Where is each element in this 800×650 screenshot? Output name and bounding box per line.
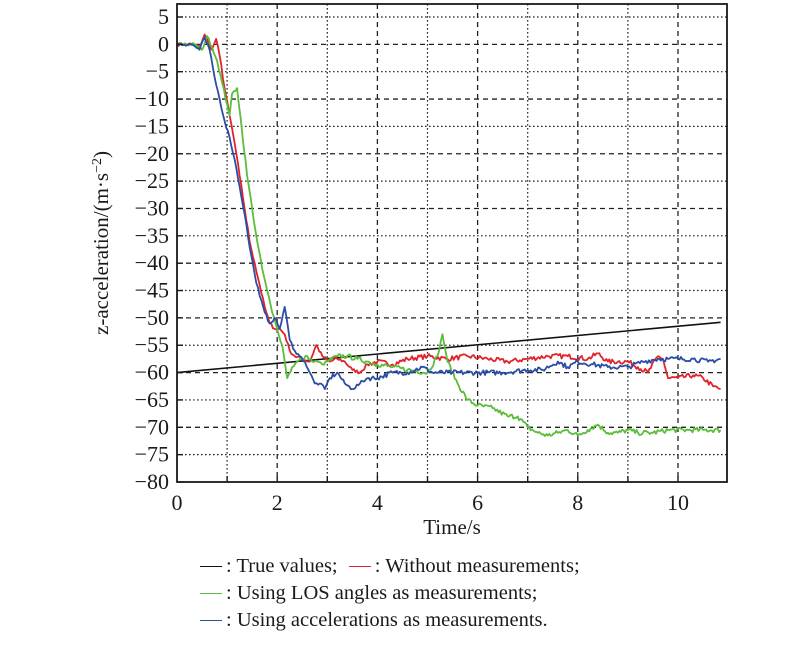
x-tick-label: 2 [272,490,283,515]
legend-label-without-measurements: : Without measurements; [374,555,580,577]
y-tick-label: −5 [146,59,169,84]
legend-item-los-angles: : Using LOS angles as measurements; [200,580,537,607]
y-tick-label: 0 [158,31,169,56]
y-tick-label: −30 [135,195,169,220]
y-tick-label: −25 [135,168,169,193]
legend-label-true-values: : True values; [226,555,338,577]
legend-item-accelerations: : Using accelerations as measurements. [200,607,548,634]
y-tick-label: 5 [158,4,169,29]
grid [177,4,727,482]
y-tick-label: −70 [135,414,169,439]
y-axis-label-close: ) [89,151,113,158]
x-tick-label: 6 [472,490,483,515]
x-tick-label: 10 [667,490,689,515]
series-line-using-los-angles-as-measurements [176,35,722,437]
y-axis-label: z-acceleration/(m·s−2) [89,151,113,335]
legend-label-los-angles: : Using LOS angles as measurements; [226,582,538,604]
x-tick-label: 4 [372,490,383,515]
x-axis-label: Time/s [423,515,481,539]
legend-swatch-los-angles [200,592,222,594]
plot-frame [176,3,728,483]
y-tick-label: −50 [135,305,169,330]
x-tick-labels: 0 2 4 6 8 10 [172,490,690,515]
y-tick-label: −75 [135,442,169,467]
y-tick-label: −60 [135,360,169,385]
legend-swatch-true-values [200,565,222,567]
y-tick-label: −80 [135,469,169,494]
x-tick-label: 0 [172,490,183,515]
series-layer [176,33,722,437]
y-tick-label: −55 [135,332,169,357]
legend-item-true-values: : True values; [200,553,338,580]
y-axis-label-sup: −2 [90,158,105,173]
series-line-without-measurements [176,33,721,390]
y-tick-label: −20 [135,141,169,166]
legend-row-2: : Using LOS angles as measurements; [200,580,580,607]
x-tick-label: 8 [572,490,583,515]
y-tick-label: −15 [135,113,169,138]
legend-label-accelerations: : Using accelerations as measurements. [226,609,548,631]
y-tick-label: −40 [135,250,169,275]
y-tick-label: −45 [135,278,169,303]
legend: : True values; : Without measurements; :… [200,553,580,634]
legend-item-without-measurements: : Without measurements; [348,553,580,580]
y-tick-label: −35 [135,223,169,248]
legend-swatch-without-measurements [348,565,371,567]
series-line-true-values [176,321,721,374]
y-axis-label-main: z-acceleration/(m·s [89,173,113,335]
y-tick-label: −10 [135,86,169,111]
y-tick-labels: 50 −5−10−15 −20−25−30 −35−40 −45−50−55 −60−65… [135,4,169,494]
ticks [177,16,679,483]
legend-row-3: : Using accelerations as measurements. [200,607,580,634]
y-tick-label: −65 [135,387,169,412]
legend-swatch-accelerations [200,619,222,621]
series-line-using-accelerations-as-measurements [176,36,721,391]
legend-row-1: : True values; : Without measurements; [200,553,580,580]
